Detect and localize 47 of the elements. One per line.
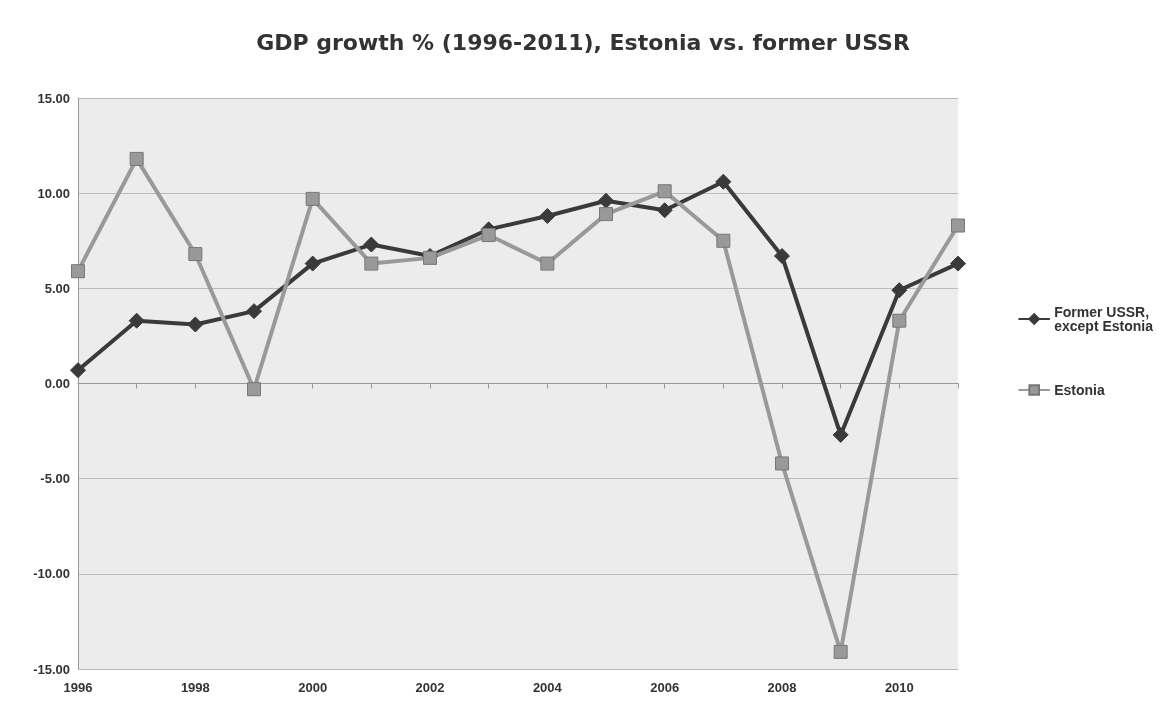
point bbox=[774, 247, 790, 264]
point bbox=[363, 236, 380, 253]
point bbox=[188, 247, 203, 262]
point bbox=[832, 426, 849, 443]
point bbox=[598, 192, 614, 209]
y-tick-label: 10.00 bbox=[37, 185, 70, 201]
point bbox=[950, 255, 966, 272]
y-tick-label: -10.00 bbox=[33, 566, 70, 582]
point bbox=[833, 644, 848, 659]
x-tick-label: 2010 bbox=[884, 680, 914, 695]
point bbox=[70, 362, 86, 379]
legend-label: Former USSR, except Estonia bbox=[1054, 304, 1154, 334]
y-tick-label: 0.00 bbox=[44, 376, 70, 391]
point bbox=[951, 218, 965, 233]
chart-title: GDP growth % (1996-2011), Estonia vs. former USSR bbox=[256, 29, 910, 55]
y-tick-label: 5.00 bbox=[44, 280, 70, 296]
x-tick-label: 2006 bbox=[650, 680, 680, 695]
point bbox=[599, 207, 613, 222]
point bbox=[364, 256, 379, 271]
legend-label: Estonia bbox=[1054, 382, 1105, 398]
point bbox=[891, 282, 908, 299]
x-tick-label: 2000 bbox=[298, 680, 328, 695]
x-tick-label: 2004 bbox=[532, 680, 563, 695]
point bbox=[892, 313, 907, 328]
point bbox=[540, 256, 555, 271]
y-tick-label: -15.00 bbox=[33, 661, 70, 677]
y-tick-label: -5.00 bbox=[40, 471, 70, 487]
point bbox=[246, 303, 262, 320]
point bbox=[481, 228, 496, 243]
point bbox=[715, 173, 732, 190]
point bbox=[716, 233, 731, 248]
x-tick-label: 1998 bbox=[180, 680, 210, 695]
point bbox=[247, 382, 261, 397]
x-tick-label: 2008 bbox=[767, 680, 797, 695]
point bbox=[304, 255, 321, 272]
point bbox=[656, 202, 673, 219]
point bbox=[539, 208, 556, 225]
point bbox=[187, 316, 204, 333]
y-tick-label: 15.00 bbox=[37, 90, 70, 106]
x-tick-label: 1996 bbox=[63, 680, 93, 695]
point bbox=[775, 456, 789, 471]
x-tick-label: 2002 bbox=[415, 680, 445, 695]
point bbox=[305, 191, 320, 206]
point bbox=[129, 151, 144, 166]
point bbox=[128, 312, 145, 329]
point bbox=[71, 264, 85, 279]
point bbox=[657, 184, 672, 199]
